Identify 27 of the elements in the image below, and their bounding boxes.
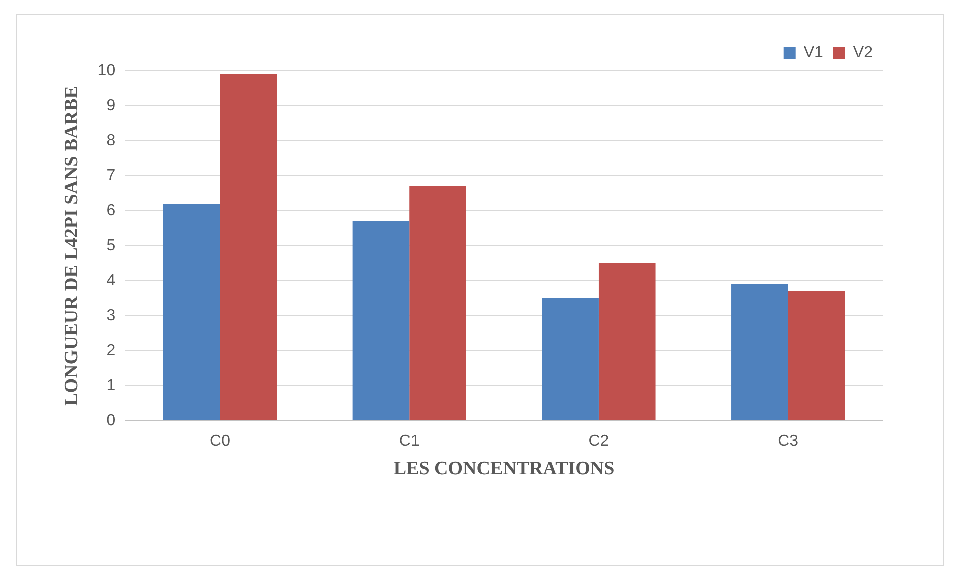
y-tick-label: 4 — [106, 272, 116, 290]
y-tick-label: 6 — [106, 202, 116, 220]
bar — [410, 186, 466, 420]
y-tick-label: 0 — [106, 412, 116, 430]
bar — [220, 74, 278, 420]
bar — [352, 222, 410, 420]
x-tick-label: C3 — [778, 433, 799, 450]
x-tick-label: C0 — [210, 433, 231, 450]
bar — [788, 292, 846, 420]
y-tick-label: 1 — [106, 377, 116, 394]
x-tick-label: C2 — [588, 433, 610, 450]
y-axis-title: LONGUEUR DE L42PI SANS BARBE — [61, 86, 82, 406]
legend-label: V1 — [804, 44, 824, 62]
bar — [163, 204, 220, 420]
bar — [598, 264, 656, 420]
legend-label: V2 — [853, 44, 874, 62]
bar — [542, 298, 599, 420]
y-tick-label: 5 — [106, 237, 116, 254]
y-tick-label: 8 — [106, 132, 116, 150]
bar — [732, 284, 788, 420]
y-tick-label: 10 — [98, 62, 116, 80]
x-axis-title: LES CONCENTRATIONS — [394, 458, 615, 480]
y-tick-label: 9 — [106, 97, 116, 114]
y-tick-label: 3 — [106, 307, 116, 324]
y-tick-label: 2 — [106, 342, 116, 360]
y-tick-label: 7 — [106, 167, 116, 184]
x-tick-label: C1 — [399, 433, 420, 450]
